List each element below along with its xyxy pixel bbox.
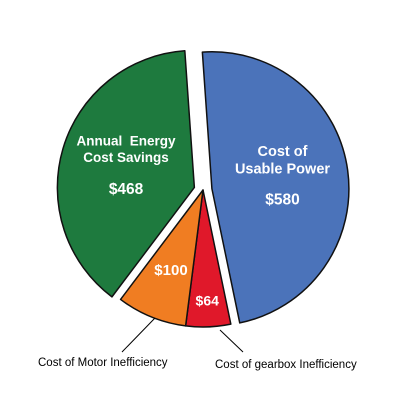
callout-label: Cost of Motor Inefficiency [38,357,168,369]
callout-line [121,317,156,353]
slice-name-line: Cost Savings [83,150,169,165]
slice-label-group-1: $64 [196,293,220,309]
slice-name-line: Annual Energy [77,134,177,149]
slice-value-label: $100 [154,262,187,279]
slice-name-line: Cost of [258,144,308,160]
pie-slice-3 [56,50,196,298]
pie-slice-0 [201,51,350,324]
slice-value-label: $580 [265,192,299,209]
callout-line [219,329,244,353]
slice-value-label: $64 [196,293,220,309]
slice-label-group-2: $100 [154,262,187,279]
slice-label-group-0: Cost of Usable Power $580 [235,144,330,209]
pie-slice-2 [119,189,204,327]
slice-value-label: $468 [109,181,144,198]
callout-label: Cost of gearbox Inefficiency [215,359,357,371]
slice-name-line: Usable Power [235,162,330,178]
